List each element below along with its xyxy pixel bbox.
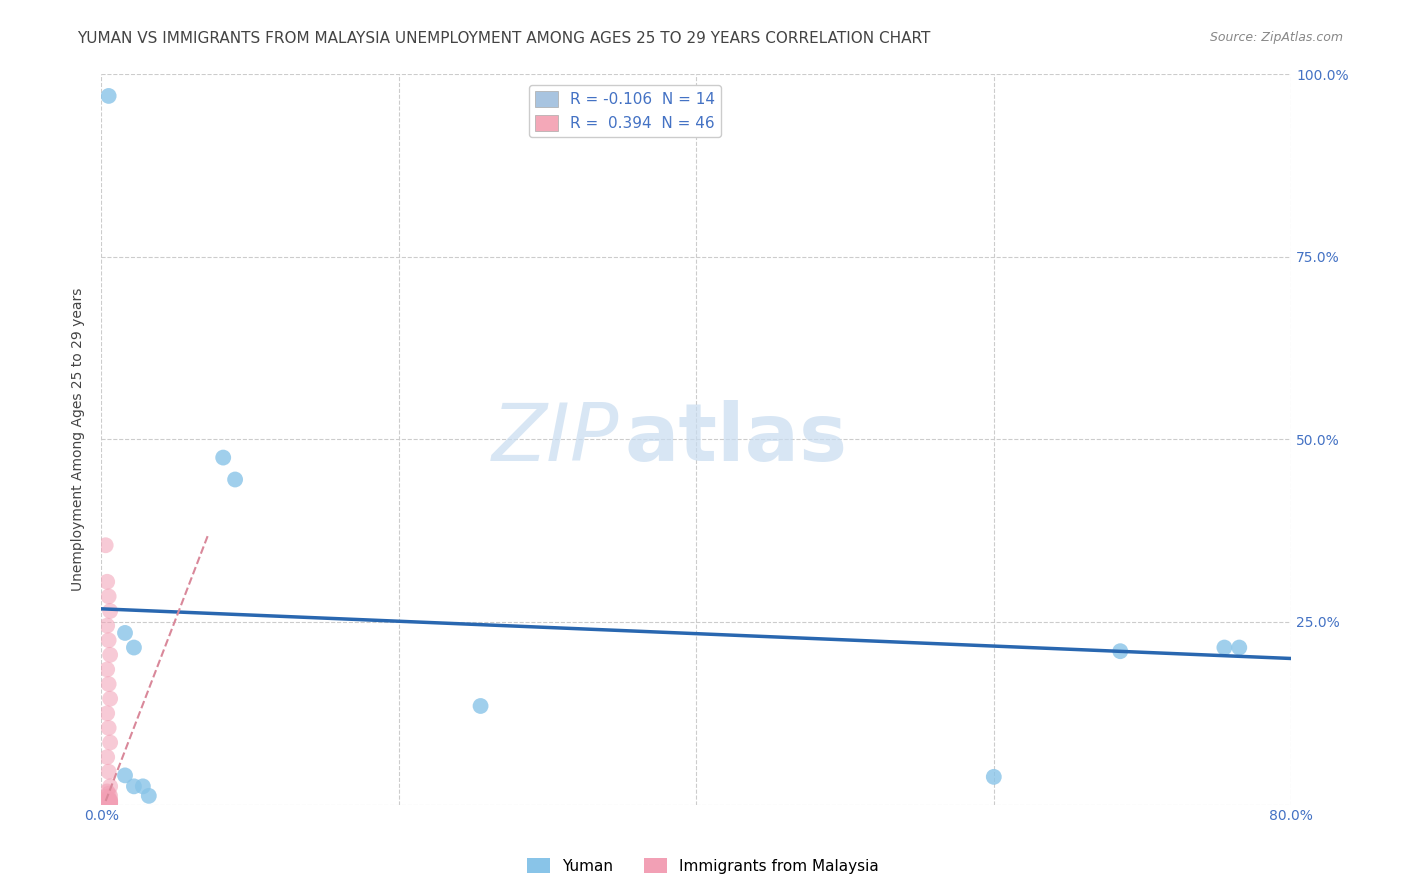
Point <box>94 794 117 808</box>
Point <box>98 794 121 808</box>
Y-axis label: Unemployment Among Ages 25 to 29 years: Unemployment Among Ages 25 to 29 years <box>72 287 86 591</box>
Point <box>132 780 155 794</box>
Point <box>97 764 120 779</box>
Text: ZIP: ZIP <box>492 401 619 478</box>
Point <box>97 590 120 604</box>
Legend: R = -0.106  N = 14, R =  0.394  N = 46: R = -0.106 N = 14, R = 0.394 N = 46 <box>529 86 721 137</box>
Point <box>96 794 118 808</box>
Point <box>94 796 117 810</box>
Text: YUMAN VS IMMIGRANTS FROM MALAYSIA UNEMPLOYMENT AMONG AGES 25 TO 29 YEARS CORRELA: YUMAN VS IMMIGRANTS FROM MALAYSIA UNEMPL… <box>77 31 931 46</box>
Point <box>94 790 117 805</box>
Point <box>122 780 145 794</box>
Point <box>224 473 246 487</box>
Point <box>98 604 121 618</box>
Point <box>94 795 117 809</box>
Point <box>97 792 120 806</box>
Point <box>97 795 120 809</box>
Point <box>96 750 118 764</box>
Point <box>1227 640 1250 655</box>
Point <box>97 633 120 648</box>
Point <box>983 770 1005 784</box>
Point <box>96 574 118 589</box>
Point <box>97 794 120 808</box>
Point <box>97 787 120 801</box>
Point <box>97 677 120 691</box>
Point <box>96 794 118 808</box>
Point <box>97 721 120 735</box>
Point <box>114 626 136 640</box>
Point <box>96 796 118 810</box>
Point <box>1109 644 1132 658</box>
Point <box>97 796 120 810</box>
Text: Source: ZipAtlas.com: Source: ZipAtlas.com <box>1209 31 1343 45</box>
Point <box>212 450 235 465</box>
Text: atlas: atlas <box>624 401 848 478</box>
Point <box>98 796 121 810</box>
Point <box>96 784 118 798</box>
Point <box>97 796 120 810</box>
Point <box>96 795 118 809</box>
Point <box>138 789 160 803</box>
Point <box>98 780 121 794</box>
Point <box>94 538 117 552</box>
Point <box>98 795 121 809</box>
Point <box>98 789 121 803</box>
Point <box>98 797 121 811</box>
Point <box>96 663 118 677</box>
Point <box>98 793 121 807</box>
Point <box>96 796 118 810</box>
Point <box>98 735 121 749</box>
Legend: Yuman, Immigrants from Malaysia: Yuman, Immigrants from Malaysia <box>522 852 884 880</box>
Point <box>98 796 121 810</box>
Point <box>97 796 120 810</box>
Point <box>98 648 121 662</box>
Point <box>97 797 120 811</box>
Point <box>96 791 118 805</box>
Point <box>1213 640 1236 655</box>
Point <box>98 691 121 706</box>
Point <box>94 796 117 810</box>
Point <box>94 797 117 811</box>
Point <box>97 89 120 103</box>
Point <box>96 797 118 811</box>
Point <box>96 618 118 632</box>
Point <box>122 640 145 655</box>
Point <box>98 797 121 811</box>
Point <box>114 768 136 782</box>
Point <box>470 698 492 713</box>
Point <box>96 706 118 721</box>
